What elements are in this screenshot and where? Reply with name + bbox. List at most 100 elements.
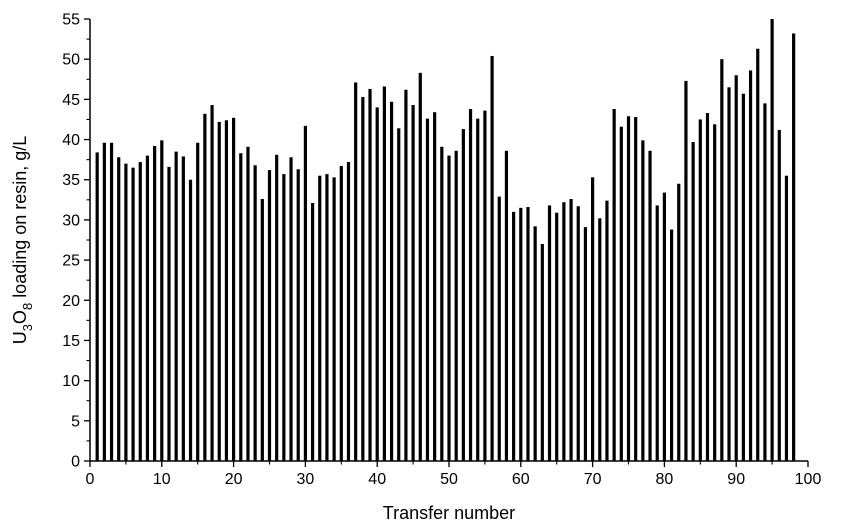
bar-15: [196, 142, 200, 461]
x-tick-label: 70: [584, 471, 602, 488]
bar-60: [519, 207, 523, 461]
bar-11: [167, 166, 171, 461]
bar-84: [691, 141, 695, 461]
bar-46: [418, 72, 422, 461]
bar-64: [547, 205, 552, 461]
bar-21: [239, 153, 243, 461]
bar-40: [375, 107, 379, 462]
x-axis-title: Transfer number: [383, 503, 515, 523]
y-axis-ticks: 0 5 10 15 20 25 30 35 40 45 50 55: [62, 12, 90, 471]
bar-80: [662, 192, 666, 461]
bar-2: [102, 142, 106, 461]
y-tick-label: 45: [62, 92, 80, 109]
bar-93: [756, 48, 760, 461]
bar-97: [784, 175, 789, 461]
bar-45: [411, 104, 415, 462]
bar-89: [727, 87, 731, 461]
bar-37: [354, 82, 358, 462]
y-tick-label: 40: [62, 132, 80, 149]
bar-24: [260, 199, 264, 461]
bar-76: [634, 117, 638, 461]
x-tick-label: 50: [440, 471, 458, 488]
bar-26: [275, 154, 279, 461]
bar-4: [117, 157, 121, 462]
bar-66: [562, 202, 566, 462]
bar-5: [124, 163, 128, 461]
bar-25: [267, 170, 272, 461]
bar-23: [253, 165, 257, 461]
bar-18: [217, 121, 221, 462]
bar-17: [210, 104, 214, 462]
bar-41: [382, 86, 386, 461]
bar-8: [145, 155, 150, 461]
bar-9: [153, 145, 157, 461]
bar-67: [569, 199, 573, 461]
bar-82: [677, 183, 681, 461]
x-tick-label: 40: [368, 471, 386, 488]
bar-34: [332, 177, 336, 461]
x-tick-label: 30: [297, 471, 315, 488]
bar-20: [232, 117, 236, 461]
bar-43: [397, 128, 401, 462]
bar-13: [181, 156, 185, 462]
bar-77: [641, 140, 645, 461]
bar-50: [447, 155, 451, 461]
bar-59: [512, 211, 516, 461]
bar-81: [669, 229, 674, 461]
bar-31: [310, 203, 315, 461]
x-tick-label: 0: [86, 471, 95, 488]
bar-3: [109, 142, 114, 461]
bar-12: [174, 151, 178, 461]
bar-33: [325, 174, 329, 461]
x-tick-label: 20: [225, 471, 243, 488]
bar-42: [389, 101, 394, 462]
bar-92: [748, 70, 753, 462]
bar-36: [346, 162, 351, 462]
bar-58: [504, 150, 509, 462]
bar-68: [576, 206, 580, 461]
bar-69: [583, 227, 588, 461]
bar-52: [461, 129, 465, 461]
y-tick-label: 30: [62, 212, 80, 229]
y-tick-label: 10: [62, 373, 80, 390]
x-tick-label: 10: [153, 471, 171, 488]
y-axis-title: U3O8 loading on resin, g/L: [10, 136, 35, 345]
bar-73: [612, 109, 616, 461]
bar-48: [433, 112, 437, 461]
bar-19: [224, 120, 229, 461]
bar-27: [282, 174, 286, 461]
bar-56: [490, 55, 494, 461]
y-tick-label: 55: [62, 12, 80, 29]
bar-75: [626, 116, 631, 462]
bar-86: [705, 113, 710, 461]
bar-85: [698, 119, 702, 461]
bar-87: [713, 124, 717, 461]
bar-54: [476, 118, 480, 462]
x-tick-label: 60: [512, 471, 530, 488]
bar-38: [361, 96, 365, 461]
bar-62: [533, 226, 537, 461]
bar-83: [684, 80, 688, 461]
bar-79: [655, 205, 659, 461]
bar-7: [138, 162, 142, 462]
bar-91: [741, 93, 745, 462]
bar-78: [648, 150, 652, 462]
bar-63: [540, 244, 544, 461]
bar-72: [605, 200, 609, 461]
bar-1: [95, 152, 99, 461]
bar-16: [203, 113, 207, 461]
bar-49: [440, 146, 444, 461]
bar-28: [289, 157, 293, 462]
bar-22: [246, 146, 250, 461]
bar-96: [777, 129, 781, 461]
y-tick-label: 35: [62, 172, 80, 189]
bar-6: [131, 167, 135, 462]
bar-53: [468, 109, 473, 461]
bar-39: [368, 88, 372, 462]
bar-94: [763, 103, 767, 461]
bar-71: [598, 218, 602, 461]
bar-14: [188, 179, 193, 462]
bar-29: [296, 169, 300, 461]
bar-55: [483, 110, 487, 462]
